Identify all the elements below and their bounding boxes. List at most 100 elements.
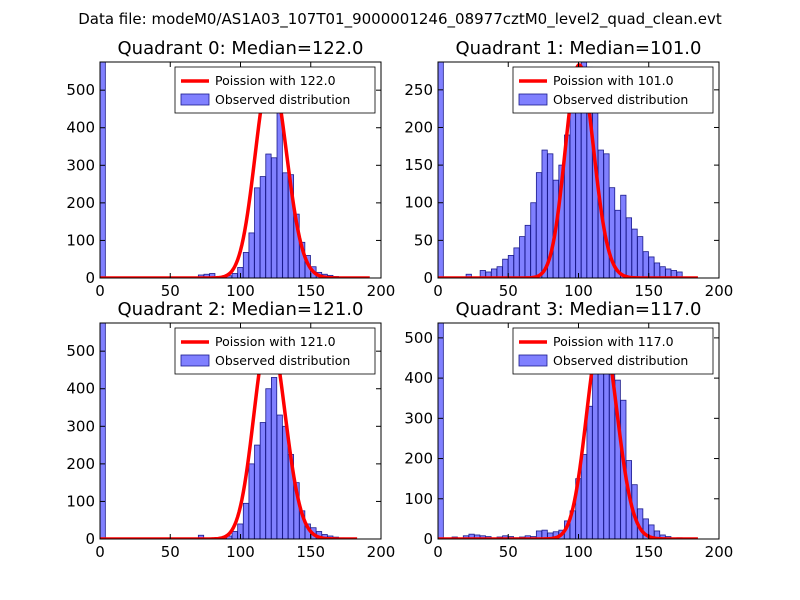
- histogram-bar: [586, 405, 593, 539]
- x-tick-label: 0: [433, 543, 443, 561]
- poisson-line: [438, 63, 699, 278]
- figure-suptitle: Data file: modeM0/AS1A03_107T01_90000012…: [78, 10, 722, 29]
- histogram-bar: [575, 85, 582, 278]
- histogram-bar: [507, 255, 514, 278]
- y-tick-label: 300: [66, 417, 95, 435]
- histogram-bar: [242, 252, 250, 278]
- legend: Poission with 117.0 Observed distribution: [512, 327, 714, 375]
- x-tick-label: 100: [226, 282, 255, 300]
- x-tick-label: 50: [499, 282, 518, 300]
- histogram-bar: [597, 349, 604, 539]
- histogram-bar: [648, 256, 655, 278]
- histogram-bar: [231, 273, 238, 278]
- legend-bar-swatch: [518, 93, 548, 106]
- histogram-bar: [438, 62, 444, 278]
- y-tick-label: 0: [423, 269, 433, 287]
- histogram-bar: [569, 104, 576, 278]
- legend-label-poisson: Poission with 117.0: [553, 334, 674, 349]
- y-tick-label: 200: [404, 450, 433, 468]
- y-tick-label: 100: [66, 231, 95, 249]
- panel-title: Quadrant 0: Median=122.0: [118, 38, 364, 59]
- y-tick-label: 0: [85, 530, 95, 548]
- panel-3: Quadrant 3: Median=117.0 0 50 100 150 200 0 100…: [404, 299, 733, 561]
- histogram-bar: [502, 258, 509, 278]
- histogram-bar: [580, 454, 588, 539]
- histogram-bar: [631, 228, 638, 278]
- histogram-bar: [248, 232, 255, 278]
- x-tick-label: 0: [95, 282, 105, 300]
- panel-title: Quadrant 2: Median=121.0: [118, 299, 364, 320]
- y-tick-label: 400: [66, 119, 95, 137]
- histogram-bar: [242, 502, 250, 539]
- histogram-bar: [248, 463, 255, 539]
- panel-1: Quadrant 1: Median=101.0 0 50 100 150 200 0 50 1…: [404, 38, 733, 300]
- x-tick-label: 200: [705, 543, 734, 561]
- legend-label-poisson: Poission with 101.0: [553, 73, 674, 88]
- x-tick-label: 50: [161, 282, 180, 300]
- legend-label-observed: Observed distribution: [215, 353, 350, 368]
- legend-label-observed: Observed distribution: [215, 92, 350, 107]
- y-tick-label: 0: [423, 530, 433, 548]
- histogram-bar: [535, 172, 543, 278]
- histogram-bar: [676, 271, 683, 278]
- y-tick-label: 0: [85, 269, 95, 287]
- legend-bar-swatch: [180, 354, 210, 367]
- x-tick-label: 50: [161, 543, 180, 561]
- histogram-bar: [513, 247, 520, 278]
- histogram-bar: [282, 172, 289, 278]
- histogram-bar: [100, 62, 106, 278]
- y-tick-label: 200: [404, 118, 433, 136]
- x-tick-label: 0: [95, 543, 105, 561]
- histogram-bar: [603, 153, 610, 278]
- panel-2: Quadrant 2: Median=121.0 0 50 100 150 200 0 100…: [66, 299, 395, 561]
- histogram-bar: [438, 323, 444, 539]
- legend-label-observed: Observed distribution: [553, 353, 688, 368]
- x-tick-label: 200: [367, 543, 396, 561]
- histogram-bar: [519, 236, 526, 278]
- y-tick-label: 250: [404, 81, 433, 99]
- panel-title: Quadrant 3: Median=117.0: [456, 299, 702, 320]
- histogram-bar: [254, 444, 261, 539]
- x-tick-label: 100: [564, 543, 593, 561]
- panel-0: Quadrant 0: Median=122.0 0 50 100 150 200 0 100…: [66, 38, 395, 300]
- histogram-bar: [530, 202, 537, 278]
- poisson-line: [100, 69, 371, 278]
- legend-bar-swatch: [180, 93, 210, 106]
- legend: Poission with 121.0 Observed distribution: [174, 327, 376, 375]
- y-tick-label: 400: [66, 380, 95, 398]
- x-tick-label: 50: [499, 543, 518, 561]
- histogram-bar: [231, 531, 238, 539]
- x-tick-label: 100: [564, 282, 593, 300]
- histogram-bar: [465, 273, 472, 278]
- histogram-bar: [259, 176, 266, 278]
- legend-box: [174, 66, 376, 114]
- histogram-bar: [541, 149, 548, 278]
- y-tick-label: 100: [66, 492, 95, 510]
- y-tick-label: 200: [66, 194, 95, 212]
- histogram-bar: [625, 217, 633, 278]
- histogram-bar: [259, 422, 266, 539]
- histogram-bar: [276, 414, 283, 539]
- x-tick-label: 150: [634, 543, 663, 561]
- legend: Poission with 101.0 Observed distribution: [512, 66, 714, 114]
- histogram-bar: [524, 224, 531, 278]
- y-tick-label: 500: [66, 81, 95, 99]
- x-tick-label: 150: [296, 282, 325, 300]
- histogram-bar: [100, 323, 106, 539]
- histogram-bar: [653, 262, 661, 278]
- y-tick-label: 500: [66, 342, 95, 360]
- histogram-bar: [592, 367, 599, 539]
- y-tick-label: 150: [404, 156, 433, 174]
- legend-bar-swatch: [518, 354, 548, 367]
- histogram-bar: [276, 108, 283, 278]
- histogram-bar: [265, 153, 272, 278]
- plot-area: [438, 62, 699, 278]
- x-tick-label: 150: [296, 543, 325, 561]
- legend-label-poisson: Poission with 121.0: [215, 334, 336, 349]
- y-tick-label: 50: [414, 231, 433, 249]
- histogram-bar: [637, 236, 644, 278]
- legend-label-poisson: Poission with 122.0: [215, 73, 336, 88]
- plot-area: [438, 323, 699, 539]
- histogram-bar: [620, 194, 627, 278]
